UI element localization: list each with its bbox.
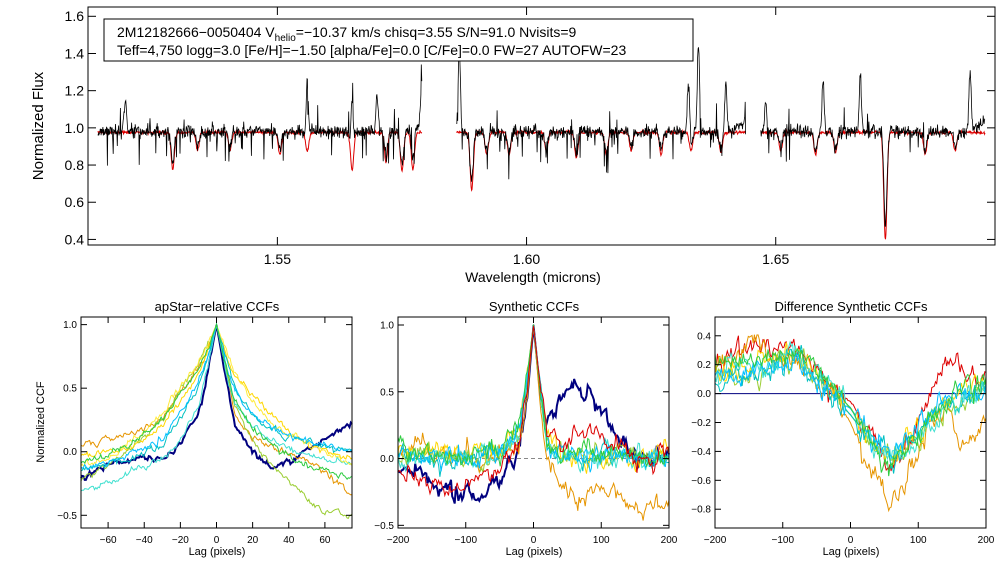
apstar-ccf-panel: −60 −40 −20 0 20 40 60 −0.5 0.0 0.5 1.0 apStar−rel… (35, 299, 353, 558)
spectrum-ticks: 1.55 1.60 1.65 0.4 0.6 0.8 1.0 1.2 1.4 1.6 (65, 7, 995, 267)
difference_ccf-ytick-label: −0.8 (691, 505, 711, 516)
difference-ticks: −200 −100 0 100 200 −0.8 −0.6 −0.4 −0.2 0.0 0.2 0.4 (691, 317, 995, 546)
apstar_ccf-xtick-label: 0 (214, 535, 220, 546)
info-line1-prefix: 2M12182666−0050404 V (117, 24, 275, 40)
spectrum-xtick-label: 1.55 (264, 251, 291, 267)
apstar_ccf-xtick-label: −60 (100, 535, 117, 546)
difference-xlabel: Lag (pixels) (823, 546, 880, 558)
synthetic-ccf-panel: −200 −100 0 100 200 −0.5 0.0 0.5 1.0 Synthetic C… (374, 299, 678, 558)
difference_ccf-visit8 (714, 347, 987, 477)
synthetic_ccf-ytick-label: −0.5 (374, 521, 394, 532)
spectrum-xtick-label: 1.60 (513, 251, 540, 267)
synthetic_ccf-visit9 (397, 325, 670, 498)
apstar_ccf-xtick-label: −20 (172, 535, 189, 546)
spectrum-xtick-label: 1.65 (762, 251, 789, 267)
info-line2: Teff=4,750 logg=3.0 [Fe/H]=−1.50 [alpha/… (117, 42, 626, 58)
synthetic_ccf-xtick-label: 200 (661, 535, 678, 546)
apstar_ccf-ytick-label: −0.5 (57, 511, 77, 522)
synthetic_ccf-visit8 (397, 324, 670, 468)
synthetic-ticks: −200 −100 0 100 200 −0.5 0.0 0.5 1.0 (374, 317, 678, 546)
apstar_ccf-xtick-label: 20 (247, 535, 259, 546)
apstar_ccf-ytick-label: 1.0 (63, 320, 77, 331)
info-subscript: helio (275, 33, 297, 44)
info-box (103, 18, 694, 62)
difference_ccf-xtick-label: 200 (978, 535, 995, 546)
apstar-ylabel: Normalized CCF (35, 381, 47, 463)
synthetic_ccf-visit7 (397, 324, 670, 473)
synthetic_ccf-ytick-label: 0.0 (380, 454, 394, 465)
difference_ccf-xtick-label: 0 (848, 535, 854, 546)
spectrum-observed-segment-2 (456, 45, 746, 182)
apstar-xlabel: Lag (pixels) (189, 546, 246, 558)
spectrum-ytick-label: 1.4 (65, 45, 85, 61)
apstar_ccf-xtick-label: 60 (319, 535, 331, 546)
apstar_ccf-visit9 (80, 322, 353, 481)
difference_ccf-ytick-label: −0.4 (691, 447, 711, 458)
difference-series-layer (714, 334, 987, 513)
spectrum-ytick-label: 1.6 (65, 8, 85, 24)
synthetic_ccf-xtick-label: −100 (454, 535, 477, 546)
spectrum-panel: 1.55 1.60 1.65 0.4 0.6 0.8 1.0 1.2 1.4 1.6 Wavele… (30, 6, 996, 285)
difference_ccf-xtick-label: 100 (910, 535, 927, 546)
apstar-title: apStar−relative CCFs (155, 299, 280, 314)
spectrum-ytick-label: 0.4 (65, 231, 85, 247)
spectrum-series-layer (97, 45, 986, 240)
difference_ccf-visit2 (714, 334, 987, 513)
synthetic_ccf-xtick-label: −200 (387, 535, 410, 546)
spectrum-observed-segment-3 (760, 70, 986, 227)
apstar_ccf-ytick-label: 0.0 (63, 447, 77, 458)
difference_ccf-ytick-label: 0.2 (697, 360, 711, 371)
difference_ccf-ytick-label: −0.6 (691, 476, 711, 487)
synthetic_ccf-ytick-label: 0.5 (380, 387, 394, 398)
spectrum-ytick-label: 1.2 (65, 83, 85, 99)
synthetic_ccf-xtick-label: 0 (531, 535, 537, 546)
apstar_ccf-xtick-label: −40 (136, 535, 153, 546)
difference_ccf-xtick-label: −200 (704, 535, 727, 546)
difference_ccf-ytick-label: 0.0 (697, 389, 711, 400)
apstar-ticks: −60 −40 −20 0 20 40 60 −0.5 0.0 0.5 1.0 (57, 317, 352, 546)
info-line1: 2M12182666−0050404 Vhelio=−10.37 km/s ch… (117, 24, 577, 44)
difference-ccf-panel: −200 −100 0 100 200 −0.8 −0.6 −0.4 −0.2 0.0 0.2 0.4… (691, 299, 995, 558)
apstar_ccf-xtick-label: 40 (283, 535, 295, 546)
synthetic_ccf-ytick-label: 1.0 (380, 321, 394, 332)
apstar_ccf-ytick-label: 0.5 (63, 384, 77, 395)
difference_ccf-xtick-label: −100 (771, 535, 794, 546)
apstar-series-layer (80, 322, 353, 520)
difference_ccf-visit5 (714, 345, 987, 474)
difference_ccf-ytick-label: 0.4 (697, 331, 711, 342)
spectrum-axes-frame (87, 6, 996, 246)
synthetic-xlabel: Lag (pixels) (506, 546, 563, 558)
info-line1-suffix: =−10.37 km/s chisq=3.55 S/N=91.0 Nvisits… (296, 24, 577, 40)
spectrum-model-segment-2 (456, 128, 747, 192)
spectrum-ytick-label: 1.0 (65, 120, 85, 136)
synthetic-title: Synthetic CCFs (489, 299, 580, 314)
spectrum-ylabel: Normalized Flux (30, 71, 47, 180)
spectrum-xlabel: Wavelength (microns) (465, 269, 601, 285)
spectrum-observed-segment-1 (97, 64, 423, 166)
synthetic-series-layer (397, 324, 670, 521)
synthetic_ccf-xtick-label: 100 (593, 535, 610, 546)
difference_ccf-ytick-label: −0.2 (691, 418, 711, 429)
difference-title: Difference Synthetic CCFs (775, 299, 928, 314)
spectrum-ytick-label: 0.6 (65, 194, 85, 210)
spectrum-ytick-label: 0.8 (65, 157, 85, 173)
